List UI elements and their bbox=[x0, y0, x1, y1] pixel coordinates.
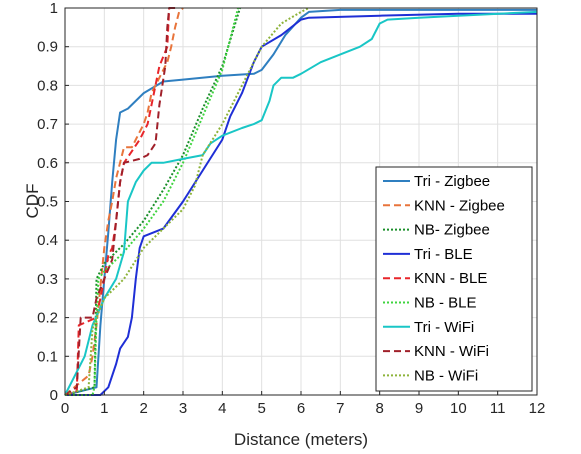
x-tick-label: 4 bbox=[218, 400, 226, 417]
series-line-knn-zigbee bbox=[64, 7, 184, 396]
y-tick-label: 0.8 bbox=[37, 77, 58, 94]
x-tick-label: 3 bbox=[179, 400, 187, 417]
y-tick-label: 0.9 bbox=[37, 39, 58, 56]
y-tick-label: 0 bbox=[50, 387, 58, 404]
y-tick-label: 0.7 bbox=[37, 116, 58, 133]
x-tick-label: 7 bbox=[336, 400, 344, 417]
y-tick-label: 0.4 bbox=[37, 232, 58, 249]
legend-label-tri-zigbee: Tri - Zigbee bbox=[414, 173, 490, 190]
x-tick-labels: 0 1 2 3 4 5 6 7 8 9 10 11 12 bbox=[61, 391, 546, 417]
legend-label-nb-ble: NB - BLE bbox=[414, 295, 477, 312]
series-line-tri-ble bbox=[65, 12, 537, 396]
legend: Tri - Zigbee KNN - Zigbee NB- Zigbee Tri - … bbox=[375, 166, 533, 392]
y-tick-label: 0.2 bbox=[37, 310, 58, 327]
x-tick-label: 9 bbox=[415, 400, 423, 417]
series-line-tri-wifi bbox=[64, 10, 538, 396]
y-tick-labels: 0 0.1 0.2 0.3 0.4 0.5 0.6 0.7 0.8 0.9 1 bbox=[37, 0, 69, 404]
series-layer bbox=[64, 7, 538, 396]
y-tick-label: 1 bbox=[50, 0, 58, 17]
legend-label-tri-ble: Tri - BLE bbox=[414, 246, 473, 263]
y-tick-label: 0.5 bbox=[37, 194, 58, 211]
legend-label-knn-zigbee: KNN - Zigbee bbox=[414, 197, 505, 214]
x-tick-label: 2 bbox=[139, 400, 147, 417]
x-tick-label: 10 bbox=[450, 400, 467, 417]
y-tick-label: 0.3 bbox=[37, 271, 58, 288]
x-tick-label: 0 bbox=[61, 400, 69, 417]
x-tick-label: 8 bbox=[375, 400, 383, 417]
x-tick-label: 11 bbox=[490, 400, 506, 417]
legend-label-knn-ble: KNN - BLE bbox=[414, 270, 487, 287]
y-tick-label: 0.6 bbox=[37, 155, 58, 172]
y-tick-label: 0.1 bbox=[37, 348, 58, 365]
x-tick-label: 12 bbox=[529, 400, 546, 417]
legend-label-nb-wifi: NB - WiFi bbox=[414, 367, 478, 384]
x-tick-label: 6 bbox=[297, 400, 305, 417]
legend-label-knn-wifi: KNN - WiFi bbox=[414, 343, 489, 360]
y-axis-title: CDF bbox=[23, 184, 42, 219]
legend-box bbox=[375, 166, 533, 392]
x-axis-title: Distance (meters) bbox=[234, 430, 368, 449]
legend-label-nb-zigbee: NB- Zigbee bbox=[414, 222, 490, 239]
x-tick-label: 1 bbox=[100, 400, 108, 417]
series-line-nb-ble bbox=[65, 7, 240, 396]
x-tick-label: 5 bbox=[257, 400, 265, 417]
series-line-knn-wifi bbox=[64, 7, 176, 396]
legend-label-tri-wifi: Tri - WiFi bbox=[414, 319, 474, 336]
